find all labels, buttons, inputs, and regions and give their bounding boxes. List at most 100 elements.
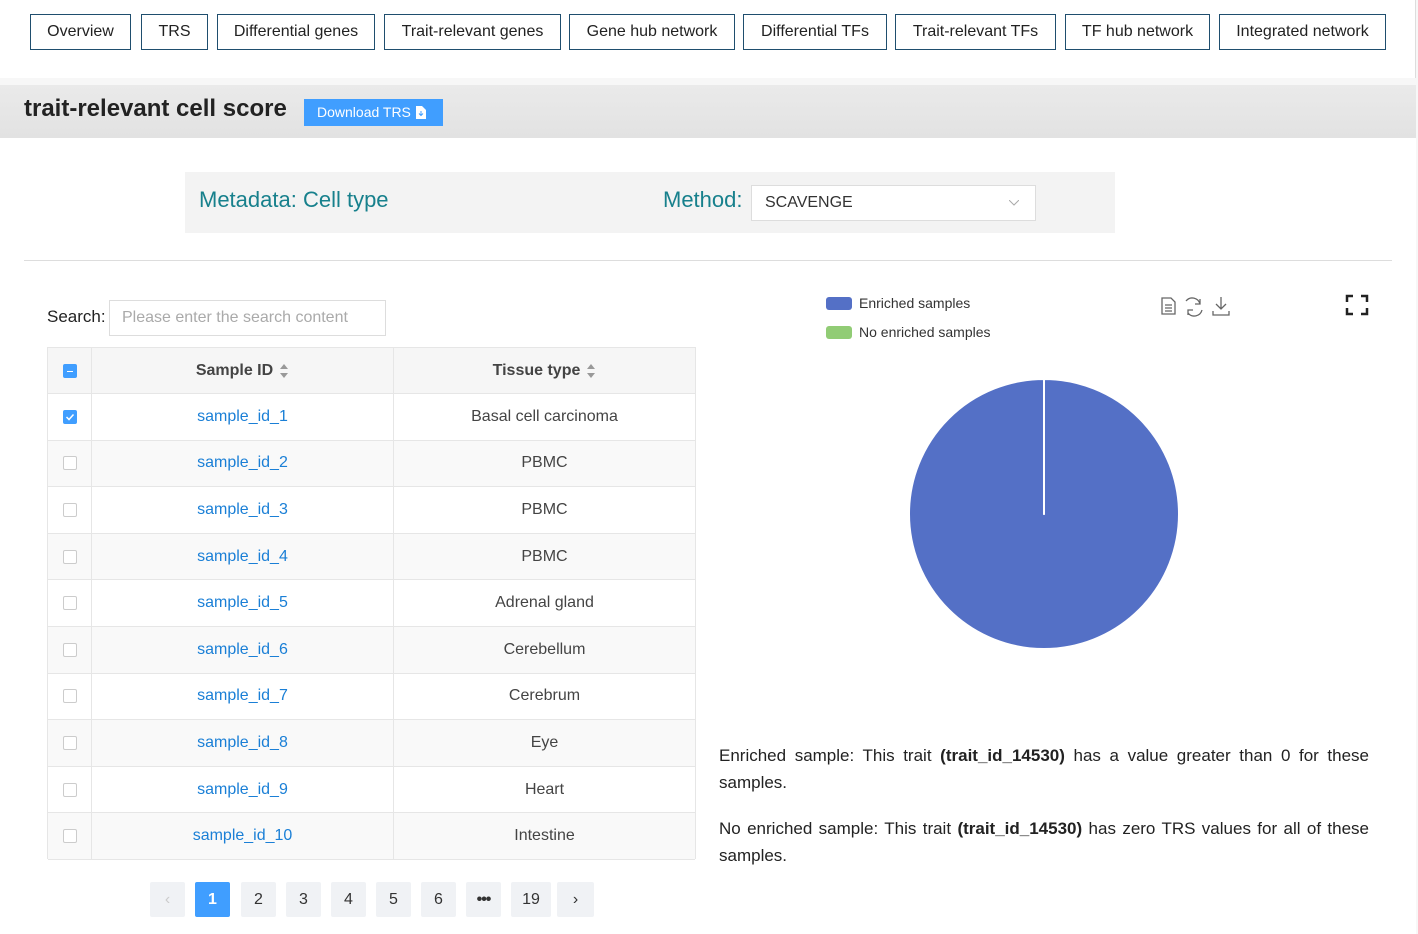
- page-button[interactable]: 19: [511, 882, 551, 917]
- checkbox-cell: [48, 487, 92, 533]
- row-checkbox[interactable]: [62, 689, 77, 704]
- sample-link[interactable]: sample_id_4: [92, 533, 394, 580]
- page-button[interactable]: 2: [241, 882, 276, 917]
- ellipsis[interactable]: •••: [466, 882, 501, 917]
- tissue-type: Eye: [530, 733, 559, 751]
- note-text: has a value greater than 0 for these sam…: [719, 746, 1370, 792]
- method-label: Method:: [663, 187, 743, 212]
- sample-link[interactable]: sample_id_3: [92, 487, 394, 533]
- chart: Enriched samples No enriched samples: [826, 294, 1369, 650]
- sample-link[interactable]: sample_id_5: [92, 580, 394, 626]
- table-row: sample_id_8 Eye: [48, 720, 695, 767]
- sample-link[interactable]: sample_id_9: [92, 766, 394, 813]
- next-button[interactable]: ›: [557, 882, 594, 917]
- sample-link[interactable]: sample_id_7: [92, 673, 394, 720]
- restore-icon[interactable]: [1185, 297, 1203, 317]
- sort-icon[interactable]: [586, 363, 596, 379]
- checkbox-cell: [48, 440, 92, 487]
- method-select[interactable]: SCAVENGE: [751, 185, 1036, 221]
- nav-tab[interactable]: Differential genes: [217, 14, 375, 50]
- table-row: sample_id_7 Cerebrum: [48, 673, 695, 721]
- divider: [24, 260, 1392, 261]
- tissue-type: Cerebrum: [508, 687, 581, 705]
- checkbox-cell: [48, 348, 92, 394]
- table-row: sample_id_6 Cerebellum: [48, 627, 695, 674]
- checkbox-cell: [48, 673, 92, 720]
- sort-icon[interactable]: [279, 363, 289, 379]
- sample-link[interactable]: sample_id_8: [92, 720, 394, 766]
- row-checkbox[interactable]: [62, 549, 77, 564]
- note-text: No enriched sample: This trait: [719, 819, 952, 838]
- row-checkbox[interactable]: [62, 735, 77, 750]
- chevron: [1009, 200, 1019, 206]
- checkbox-cell: [48, 813, 92, 859]
- search-input[interactable]: Please enter the search content: [109, 300, 386, 336]
- page-button[interactable]: 6: [421, 882, 456, 917]
- table-row: sample_id_9 Heart: [48, 766, 695, 814]
- column-header[interactable]: Tissue type: [394, 348, 695, 394]
- row-checkbox[interactable]: [62, 456, 77, 471]
- nav-tab[interactable]: Integrated network: [1219, 14, 1386, 50]
- checkbox-cell: [48, 627, 92, 673]
- note-text: Enriched sample: This trait: [719, 746, 932, 765]
- tissue-type: PBMC: [521, 454, 568, 472]
- page-button[interactable]: 1: [195, 882, 230, 917]
- nav-tab[interactable]: Gene hub network: [569, 14, 735, 50]
- sample-link[interactable]: sample_id_2: [92, 440, 394, 487]
- method-value: SCAVENGE: [765, 194, 853, 211]
- row-checkbox[interactable]: [62, 409, 77, 424]
- row-checkbox[interactable]: [62, 502, 77, 517]
- nav-tab[interactable]: Differential TFs: [743, 14, 887, 50]
- data-view-icon[interactable]: [1161, 297, 1176, 315]
- select-all[interactable]: [62, 364, 77, 378]
- trait-id: (trait_id_14530): [940, 746, 1065, 765]
- fullscreen-icon[interactable]: [1345, 294, 1369, 316]
- page-button[interactable]: 4: [331, 882, 366, 917]
- tissue-type: PBMC: [521, 547, 568, 565]
- legend-label: Enriched samples: [859, 295, 970, 311]
- note: Enriched sample: This trait (trait_id_14…: [719, 742, 1369, 796]
- nav-tab[interactable]: TF hub network: [1065, 14, 1210, 50]
- page-button[interactable]: 5: [376, 882, 411, 917]
- nav-tab[interactable]: TRS: [141, 14, 208, 50]
- column-header[interactable]: Sample ID: [92, 348, 394, 394]
- tissue-type: Adrenal gland: [495, 594, 594, 612]
- filter-box: Metadata: Cell type Method: SCAVENGE: [185, 172, 1115, 233]
- sample-link[interactable]: sample_id_1: [92, 394, 394, 440]
- row-checkbox[interactable]: [62, 829, 77, 844]
- row-checkbox[interactable]: [62, 642, 77, 657]
- note: No enriched sample: This trait (trait_id…: [719, 815, 1369, 869]
- checkbox-cell: [48, 394, 92, 440]
- table-row: sample_id_4 PBMC: [48, 533, 695, 581]
- nav-tab[interactable]: Overview: [30, 14, 131, 50]
- nav-tab[interactable]: Trait-relevant TFs: [895, 14, 1056, 50]
- row-checkbox[interactable]: [62, 782, 77, 797]
- checkbox-cell: [48, 580, 92, 626]
- page-button[interactable]: 3: [286, 882, 321, 917]
- prev-button[interactable]: ‹: [150, 882, 185, 917]
- metadata-label: Metadata: Cell type: [199, 187, 389, 212]
- table-row: sample_id_5 Adrenal gland: [48, 580, 695, 627]
- tissue-type: Intestine: [514, 827, 575, 845]
- sample-link[interactable]: sample_id_10: [92, 813, 394, 859]
- toolbox: [1161, 294, 1369, 317]
- table-row: sample_id_10 Intestine: [48, 813, 695, 860]
- table-row: sample_id_3 PBMC: [48, 487, 695, 534]
- tissue-type: Basal cell carcinoma: [471, 407, 618, 425]
- tissue-type: Heart: [524, 780, 565, 798]
- row-checkbox[interactable]: [62, 596, 77, 611]
- download-button[interactable]: Download TRS: [304, 99, 443, 126]
- sample-link[interactable]: sample_id_6: [92, 627, 394, 673]
- save-icon[interactable]: [1212, 297, 1230, 316]
- search-label: Search:: [47, 307, 106, 326]
- checkbox-cell: [48, 720, 92, 766]
- header: trait-relevant cell score Download TRS: [0, 85, 1416, 138]
- trait-id: (trait_id_14530): [957, 819, 1083, 838]
- legend-label: No enriched samples: [859, 324, 991, 340]
- download-label[interactable]: Download TRS: [317, 104, 411, 120]
- nav-tab[interactable]: Trait-relevant genes: [384, 14, 561, 50]
- checkbox-cell: [48, 766, 92, 813]
- checkbox-cell: [48, 533, 92, 580]
- search-placeholder: Please enter the search content: [122, 309, 348, 326]
